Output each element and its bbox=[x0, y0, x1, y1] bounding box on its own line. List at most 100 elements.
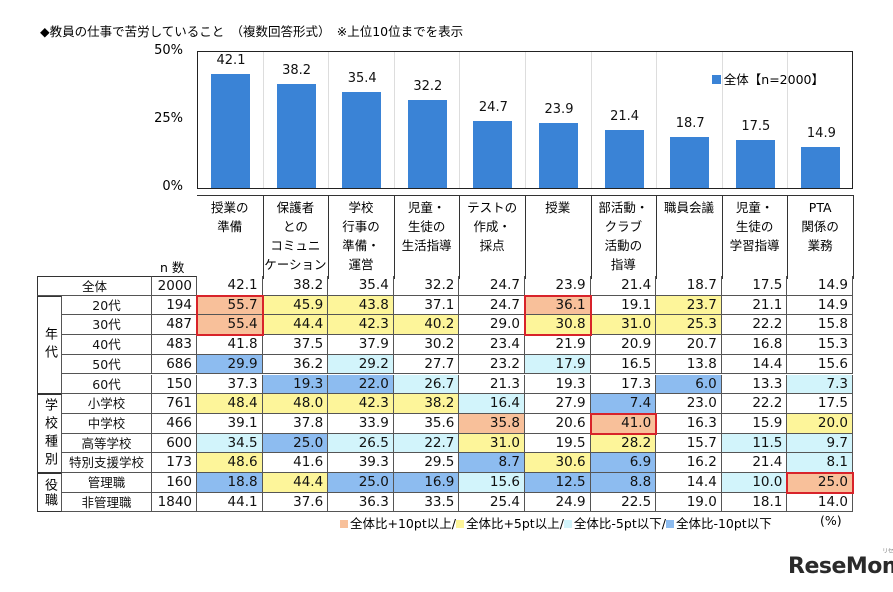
legend-label: 全体【n=2000】 bbox=[723, 72, 824, 87]
bar bbox=[539, 123, 578, 188]
table-cell: 25.0 bbox=[328, 473, 394, 493]
table-cell: 23.9 bbox=[525, 276, 591, 296]
table-cell: 17.5 bbox=[721, 276, 788, 296]
table-cell: 15.8 bbox=[787, 315, 853, 336]
table-cell: 23.4 bbox=[459, 335, 525, 355]
bar bbox=[211, 73, 250, 188]
table-cell: 15.9 bbox=[721, 413, 788, 434]
logo-sub: リセマム bbox=[882, 548, 893, 555]
table-cell: 41.8 bbox=[197, 335, 263, 355]
table-cell: 24.7 bbox=[459, 276, 525, 296]
legend-label: 全体比-10pt以下 bbox=[675, 516, 772, 531]
table-cell: 7.4 bbox=[590, 394, 657, 414]
table-cell: 38.2 bbox=[262, 276, 329, 296]
column-header-line: クラブ bbox=[604, 219, 643, 234]
table-cell: 27.7 bbox=[393, 354, 460, 375]
table-cell: 31.0 bbox=[459, 433, 525, 454]
column-header-line: 部活動・ bbox=[598, 200, 649, 215]
table-cell: 41.0 bbox=[590, 413, 657, 434]
table-cell: 40.2 bbox=[393, 315, 460, 336]
grid-line bbox=[590, 52, 592, 188]
table-cell: 21.9 bbox=[525, 335, 591, 355]
table-cell: 22.5 bbox=[590, 492, 657, 513]
column-header-line: 児童・ bbox=[407, 200, 446, 215]
grid-line bbox=[787, 52, 789, 188]
column-header: 学校 行事の 準備・ 運営 bbox=[328, 195, 395, 279]
y-tick-label: 50% bbox=[154, 43, 183, 58]
table-cell: 19.3 bbox=[525, 374, 591, 395]
row-label: 50代 bbox=[62, 354, 152, 375]
data-label: 32.2 bbox=[413, 79, 443, 95]
row-group-label: 年代 bbox=[37, 295, 62, 395]
column-header-line: 学校 bbox=[348, 200, 374, 215]
table-cell: 14.9 bbox=[787, 295, 853, 316]
table-cell: 39.1 bbox=[197, 413, 263, 434]
table-cell: 14.4 bbox=[721, 354, 788, 375]
table-cell: 25.3 bbox=[656, 315, 722, 336]
n-header: n 数 bbox=[160, 260, 185, 275]
column-header-line: PTA bbox=[808, 200, 832, 215]
row-group-label: 役職 bbox=[37, 473, 62, 513]
table-cell: 21.1 bbox=[721, 295, 788, 316]
row-n: 173 bbox=[152, 453, 197, 473]
table-cell: 24.7 bbox=[459, 295, 525, 316]
table-cell: 43.8 bbox=[328, 295, 394, 316]
table-cell: 21.4 bbox=[590, 276, 657, 296]
row-label: 20代 bbox=[62, 295, 152, 316]
row-label: 30代 bbox=[62, 315, 152, 336]
data-label: 35.4 bbox=[347, 70, 377, 86]
table-cell: 23.0 bbox=[656, 394, 722, 414]
column-header-line: 準備 bbox=[217, 219, 243, 234]
chart-title: ◆教員の仕事で苦労していること （複数回答形式） ※上位10位までを表示 bbox=[40, 24, 464, 39]
column-header-line: 生徒の bbox=[407, 219, 446, 234]
bar bbox=[735, 140, 775, 188]
row-n: 194 bbox=[152, 295, 197, 316]
table-cell: 45.9 bbox=[262, 295, 329, 316]
table-cell: 25.4 bbox=[459, 492, 525, 513]
legend-swatch bbox=[665, 520, 674, 528]
table-cell: 30.8 bbox=[525, 315, 591, 336]
table-cell: 8.7 bbox=[459, 453, 525, 473]
table-cell: 17.5 bbox=[787, 394, 853, 414]
table-cell: 15.3 bbox=[787, 335, 853, 355]
column-header: PTA 関係の 業務 bbox=[787, 195, 854, 279]
table-cell: 13.8 bbox=[656, 354, 722, 375]
row-label: 60代 bbox=[62, 374, 152, 395]
row-label: 40代 bbox=[62, 335, 152, 355]
column-header-line: 運営 bbox=[348, 257, 374, 272]
column-header-line: 保護者 bbox=[276, 200, 315, 215]
table-cell: 18.8 bbox=[197, 473, 263, 493]
column-header: テストの 作成・ 採点 bbox=[459, 195, 526, 279]
column-header-line: 準備・ bbox=[342, 238, 380, 253]
table-cell: 33.5 bbox=[393, 492, 460, 513]
table-cell: 31.0 bbox=[590, 315, 657, 336]
grid-line bbox=[459, 52, 461, 188]
column-header-line: との bbox=[282, 219, 308, 234]
table-cell: 20.9 bbox=[590, 335, 657, 355]
table-cell: 15.7 bbox=[656, 433, 722, 454]
bar bbox=[407, 100, 447, 188]
table-cell: 36.1 bbox=[525, 295, 591, 316]
column-header-line: 授業の bbox=[211, 200, 249, 215]
column-header-line: 児童・ bbox=[735, 200, 774, 215]
bar-chart: 全体【n=2000】 42.1 38.2 35.4 32.2 24.7 23.9 21.4 1… bbox=[197, 51, 853, 189]
column-header: 職員会議 bbox=[656, 195, 723, 279]
column-header-line: テストの bbox=[467, 200, 518, 215]
legend-label: 全体比+5pt以上/ bbox=[465, 516, 564, 531]
row-n: 466 bbox=[152, 413, 197, 434]
table-cell: 41.6 bbox=[262, 453, 329, 473]
row-n: 1840 bbox=[152, 492, 197, 513]
table-cell: 19.0 bbox=[656, 492, 722, 513]
table-cell: 23.2 bbox=[459, 354, 525, 375]
table-cell: 55.4 bbox=[197, 315, 263, 336]
row-label: 小学校 bbox=[62, 394, 152, 414]
legend-swatch bbox=[340, 520, 348, 528]
table-cell: 6.9 bbox=[590, 453, 657, 473]
table-cell: 25.0 bbox=[262, 433, 329, 454]
row-label: 非管理職 bbox=[62, 492, 152, 513]
column-header-line: 指導 bbox=[610, 257, 636, 272]
logo-text: ReseMom bbox=[788, 554, 893, 579]
table-cell: 25.0 bbox=[787, 473, 853, 493]
bar bbox=[670, 137, 710, 188]
